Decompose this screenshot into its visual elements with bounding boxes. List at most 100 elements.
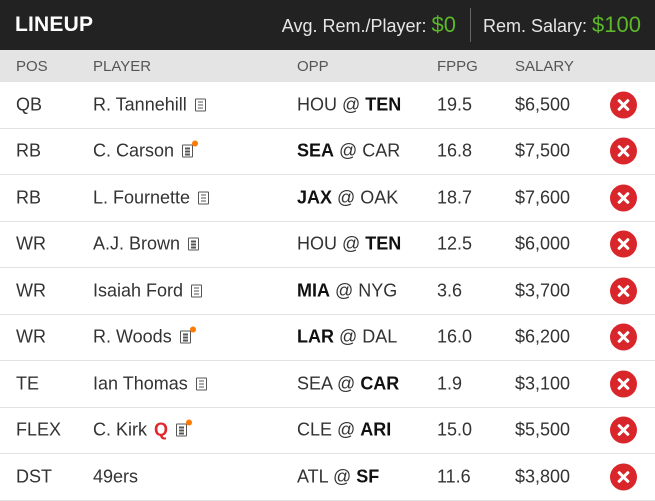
player-team: JAX [297,187,333,208]
opponent-text-post: @ NYG [330,280,398,301]
opponent-cell: LAR @ DAL [297,327,397,348]
lineup-row: FLEX C. Kirk Q CLE @ ARI 15.0 $5,500 [0,408,655,454]
player-position: QB [16,94,43,115]
news-icon[interactable] [191,284,203,298]
opponent-cell: CLE @ ARI [297,420,391,441]
player-cell: Isaiah Ford [93,280,203,301]
remove-player-icon[interactable] [610,277,637,305]
player-name[interactable]: Ian Thomas [93,373,188,394]
remove-player-icon[interactable] [610,184,637,212]
lineup-row: RB C. Carson SEA @ CAR 16.8 $7,500 [0,129,655,175]
column-header-pos[interactable]: POS [16,57,48,75]
opponent-cell: SEA @ CAR [297,141,400,162]
player-cell: A.J. Brown [93,233,200,255]
player-salary: $3,100 [515,373,571,394]
player-cell: R. Tannehill [93,94,206,115]
remove-player-icon[interactable] [610,137,637,165]
column-header-salary[interactable]: SALARY [515,57,574,75]
player-name[interactable]: L. Fournette [93,187,191,208]
player-salary: $5,500 [515,419,571,440]
remaining-salary-stat: Rem. Salary: $100 [483,12,641,38]
remove-player-icon[interactable] [610,323,637,351]
opponent-cell: MIA @ NYG [297,280,397,301]
player-name[interactable]: A.J. Brown [93,233,181,254]
header-divider [470,8,472,42]
news-icon[interactable] [176,419,193,437]
player-team: LAR [297,326,334,347]
player-name[interactable]: C. Carson [93,140,175,161]
player-team: SEA [297,140,335,161]
news-icon[interactable] [198,191,210,205]
player-name[interactable]: R. Tannehill [93,94,187,115]
lineup-rows: QB R. Tannehill HOU @ TEN 19.5 $6,500 RB C. Ca… [0,82,655,501]
player-cell: L. Fournette [93,187,210,208]
player-fppg: 16.8 [437,140,473,161]
player-name[interactable]: Isaiah Ford [93,280,184,301]
news-icon[interactable] [195,377,207,391]
player-salary: $3,800 [515,466,571,487]
player-position: DST [16,466,52,487]
player-fppg: 16.0 [437,326,473,347]
player-team: ARI [360,419,392,440]
player-cell: C. Carson [93,140,199,162]
news-icon[interactable] [194,98,206,112]
player-cell: C. Kirk Q [93,419,193,441]
remove-player-icon[interactable] [610,463,637,491]
remaining-salary-label: Rem. Salary: [483,16,588,36]
player-position: WR [16,233,46,254]
news-icon[interactable] [188,237,200,251]
remove-player-icon[interactable] [610,370,637,398]
player-team: TEN [365,233,402,254]
player-salary: $6,000 [515,233,571,254]
opponent-cell: SEA @ CAR [297,373,399,394]
player-cell: R. Woods [93,326,196,348]
player-fppg: 1.9 [437,373,463,394]
player-position: FLEX [16,419,62,440]
player-team: CAR [360,373,400,394]
player-team: TEN [365,94,402,115]
lineup-row: WR Isaiah Ford MIA @ NYG 3.6 $3,700 [0,268,655,315]
player-salary: $3,700 [515,280,571,301]
opponent-text-pre: SEA @ [297,373,361,394]
news-icon[interactable] [182,140,199,158]
player-team: SF [356,466,380,487]
injury-status-badge: Q [154,419,169,440]
player-name[interactable]: 49ers [93,466,139,487]
player-cell: Ian Thomas [93,373,207,394]
player-position: WR [16,280,46,301]
player-salary: $7,500 [515,140,571,161]
player-fppg: 3.6 [437,280,463,301]
lineup-row: WR A.J. Brown HOU @ TEN 12.5 $6,000 [0,222,655,268]
avg-remaining-value: $0 [431,12,457,37]
player-cell: 49ers [93,466,138,487]
opponent-text-pre: CLE @ [297,419,361,440]
opponent-cell: HOU @ TEN [297,234,401,255]
column-header-fppg[interactable]: FPPG [437,57,478,75]
player-name[interactable]: C. Kirk [93,419,147,440]
lineup-row: DST 49ers ATL @ SF 11.6 $3,800 [0,454,655,501]
column-header-row: POS PLAYER OPP FPPG SALARY [0,50,655,82]
news-alert-dot-icon [192,140,199,147]
player-name[interactable]: R. Woods [93,326,172,347]
player-fppg: 19.5 [437,94,473,115]
player-position: WR [16,326,46,347]
remaining-salary-value: $100 [592,12,641,37]
remove-player-icon[interactable] [610,416,637,444]
player-fppg: 18.7 [437,187,473,208]
player-position: RB [16,140,42,161]
player-salary: $6,500 [515,94,571,115]
news-icon[interactable] [179,326,196,344]
player-fppg: 15.0 [437,419,473,440]
lineup-row: RB L. Fournette JAX @ OAK 18.7 $7,600 [0,175,655,222]
lineup-row: QB R. Tannehill HOU @ TEN 19.5 $6,500 [0,82,655,129]
player-position: TE [16,373,40,394]
opponent-cell: JAX @ OAK [297,187,398,208]
column-header-opp[interactable]: OPP [297,57,329,75]
player-team: MIA [297,280,330,301]
avg-remaining-stat: Avg. Rem./Player: $0 [282,12,456,38]
column-header-player[interactable]: PLAYER [93,57,152,75]
remove-player-icon[interactable] [610,91,637,119]
remove-player-icon[interactable] [610,230,637,258]
opponent-text-pre: HOU @ [297,94,366,115]
player-salary: $7,600 [515,187,571,208]
